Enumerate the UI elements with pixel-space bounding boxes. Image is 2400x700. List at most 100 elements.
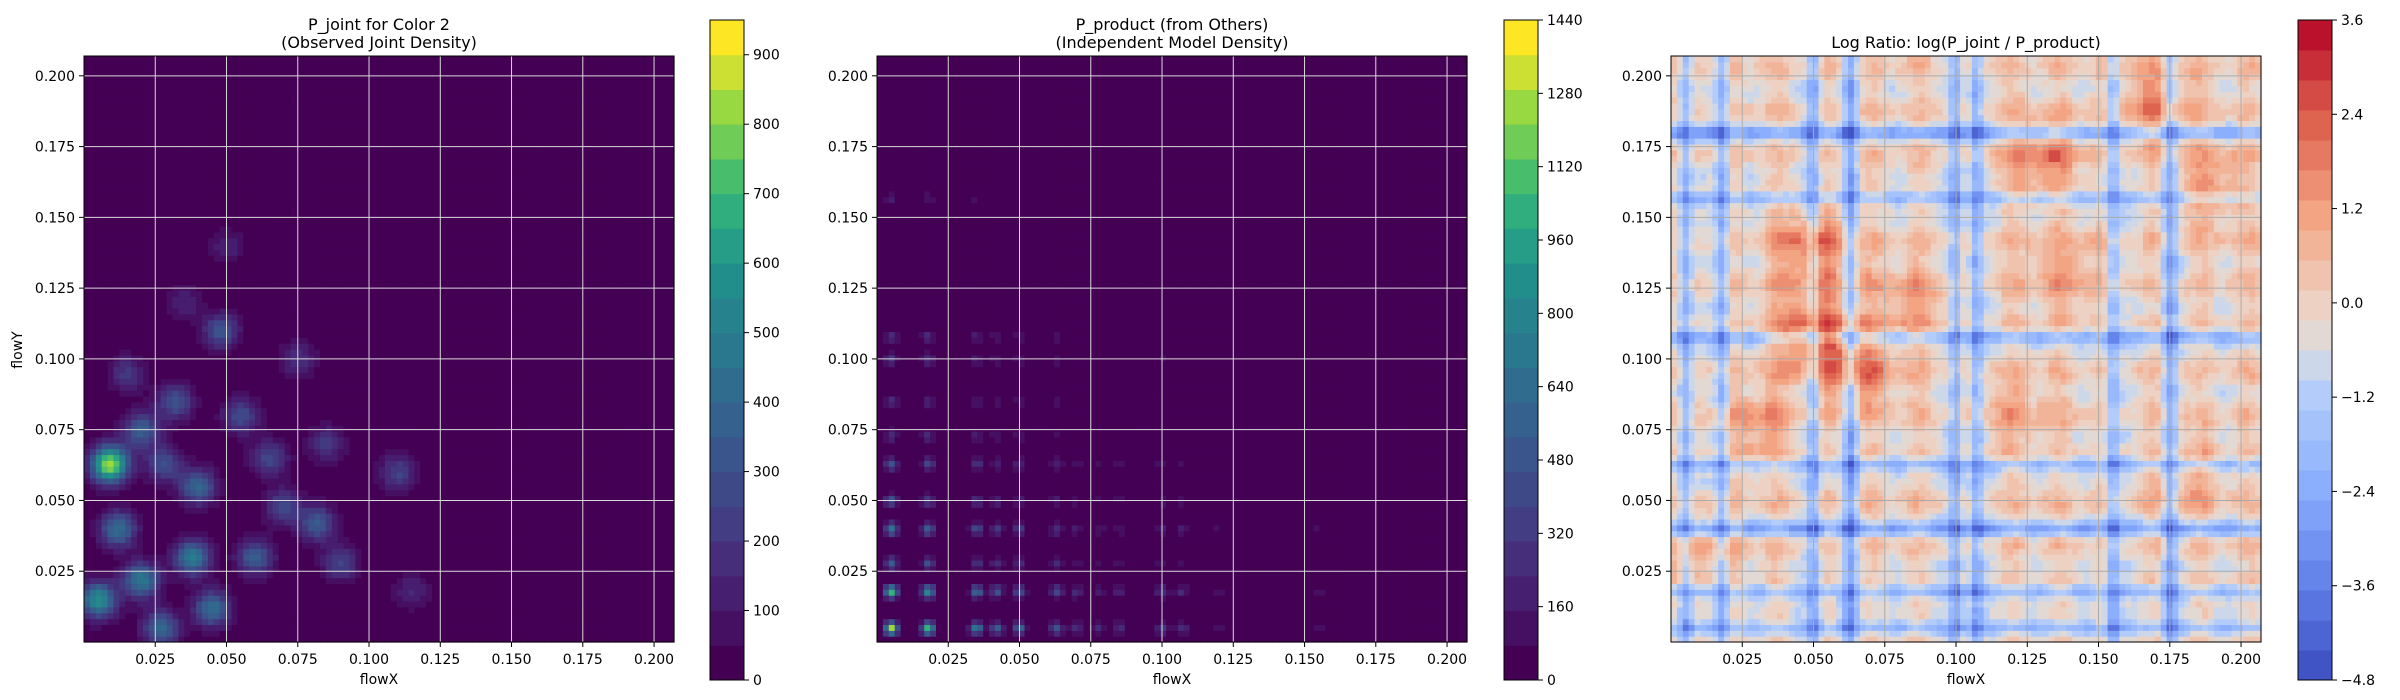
heatmap-cell	[331, 138, 339, 145]
heatmap-cell	[172, 448, 179, 456]
heatmap-cell	[325, 513, 333, 520]
heatmap-cell	[272, 343, 280, 350]
heatmap-cell	[243, 155, 250, 163]
heatmap-cell	[131, 126, 138, 133]
heatmap-cell	[272, 126, 280, 133]
heatmap-cell	[119, 56, 126, 63]
heatmap-cell	[308, 161, 315, 168]
heatmap-cell	[243, 501, 250, 508]
heatmap-cell	[255, 85, 262, 92]
heatmap-cell	[190, 237, 197, 245]
heatmap-cell	[166, 524, 174, 532]
heatmap-cell	[331, 56, 339, 63]
heatmap-cell	[290, 466, 297, 473]
heatmap-cell	[278, 266, 286, 274]
heatmap-cell	[190, 190, 197, 198]
heatmap-cell	[272, 290, 280, 297]
heatmap-cell	[84, 56, 91, 63]
heatmap-cell	[184, 272, 191, 280]
heatmap-cell	[373, 155, 380, 163]
heatmap-cell	[367, 319, 374, 327]
heatmap-cell	[95, 331, 103, 338]
heatmap-cell	[361, 56, 368, 63]
heatmap-cell	[325, 612, 333, 620]
heatmap-cell	[255, 313, 262, 321]
heatmap-cell	[196, 120, 203, 127]
heatmap-cell	[325, 114, 333, 122]
heatmap-cell	[219, 542, 227, 549]
heatmap-cell	[355, 483, 362, 491]
heatmap-cell	[314, 378, 321, 385]
heatmap-cell	[107, 600, 115, 608]
heatmap-cell	[125, 630, 132, 637]
heatmap-cell	[272, 132, 280, 139]
heatmap-cell	[131, 390, 138, 397]
heatmap-cell	[261, 431, 268, 438]
heatmap-cell	[95, 349, 103, 356]
heatmap-cell	[184, 73, 191, 81]
heatmap-cell	[337, 313, 345, 321]
heatmap-cell	[207, 231, 215, 239]
heatmap-cell	[314, 272, 321, 280]
heatmap-cell	[172, 190, 179, 198]
heatmap-cell	[255, 548, 262, 555]
heatmap-cell	[213, 378, 221, 385]
heatmap-cell	[349, 630, 356, 637]
heatmap-cell	[113, 325, 120, 333]
heatmap-cell	[278, 401, 286, 409]
heatmap-cell	[131, 296, 138, 303]
heatmap-cell	[213, 390, 221, 397]
heatmap-cell	[290, 208, 297, 215]
heatmap-cell	[213, 132, 221, 139]
heatmap-cell	[278, 325, 286, 333]
heatmap-cell	[367, 202, 374, 209]
heatmap-cell	[314, 120, 321, 127]
heatmap-cell	[131, 466, 138, 473]
heatmap-cell	[101, 419, 109, 426]
heatmap-cell	[284, 401, 292, 409]
heatmap-cell	[349, 261, 356, 268]
heatmap-cell	[107, 255, 115, 262]
heatmap-cell	[225, 436, 233, 444]
heatmap-cell	[113, 425, 120, 432]
heatmap-cell	[202, 454, 209, 461]
heatmap-cell	[284, 636, 292, 643]
heatmap-cell	[172, 184, 179, 192]
heatmap-cell	[184, 266, 191, 274]
heatmap-cell	[290, 565, 297, 573]
heatmap-cell	[131, 149, 138, 157]
heatmap-cell	[166, 600, 174, 608]
heatmap-cell	[196, 243, 203, 250]
heatmap-cell	[196, 624, 203, 631]
heatmap-cell	[125, 337, 132, 344]
heatmap-cell	[225, 583, 233, 590]
heatmap-cell	[113, 343, 120, 350]
heatmap-cell	[325, 266, 333, 274]
heatmap-cell	[243, 595, 250, 602]
heatmap-cell	[178, 243, 185, 250]
heatmap-cell	[137, 390, 144, 397]
heatmap-cell	[296, 331, 303, 338]
heatmap-cell	[143, 606, 150, 614]
heatmap-cell	[249, 155, 256, 163]
heatmap-cell	[343, 630, 351, 637]
heatmap-cell	[207, 202, 215, 209]
heatmap-cell	[290, 243, 297, 250]
heatmap-cell	[119, 559, 126, 567]
heatmap-cell	[255, 143, 262, 151]
heatmap-cell	[325, 313, 333, 321]
heatmap-cell	[284, 600, 292, 608]
heatmap-cell	[361, 278, 368, 286]
heatmap-cell	[272, 472, 280, 479]
heatmap-cell	[278, 343, 286, 350]
heatmap-cell	[320, 559, 327, 567]
heatmap-cell	[219, 460, 227, 467]
heatmap-cell	[272, 518, 280, 526]
heatmap-cell	[119, 477, 126, 485]
heatmap-cell	[261, 395, 268, 403]
heatmap-cell	[119, 266, 126, 274]
heatmap-cell	[320, 120, 327, 127]
heatmap-cell	[343, 56, 351, 63]
heatmap-cell	[160, 577, 168, 584]
heatmap-cell	[361, 249, 368, 256]
